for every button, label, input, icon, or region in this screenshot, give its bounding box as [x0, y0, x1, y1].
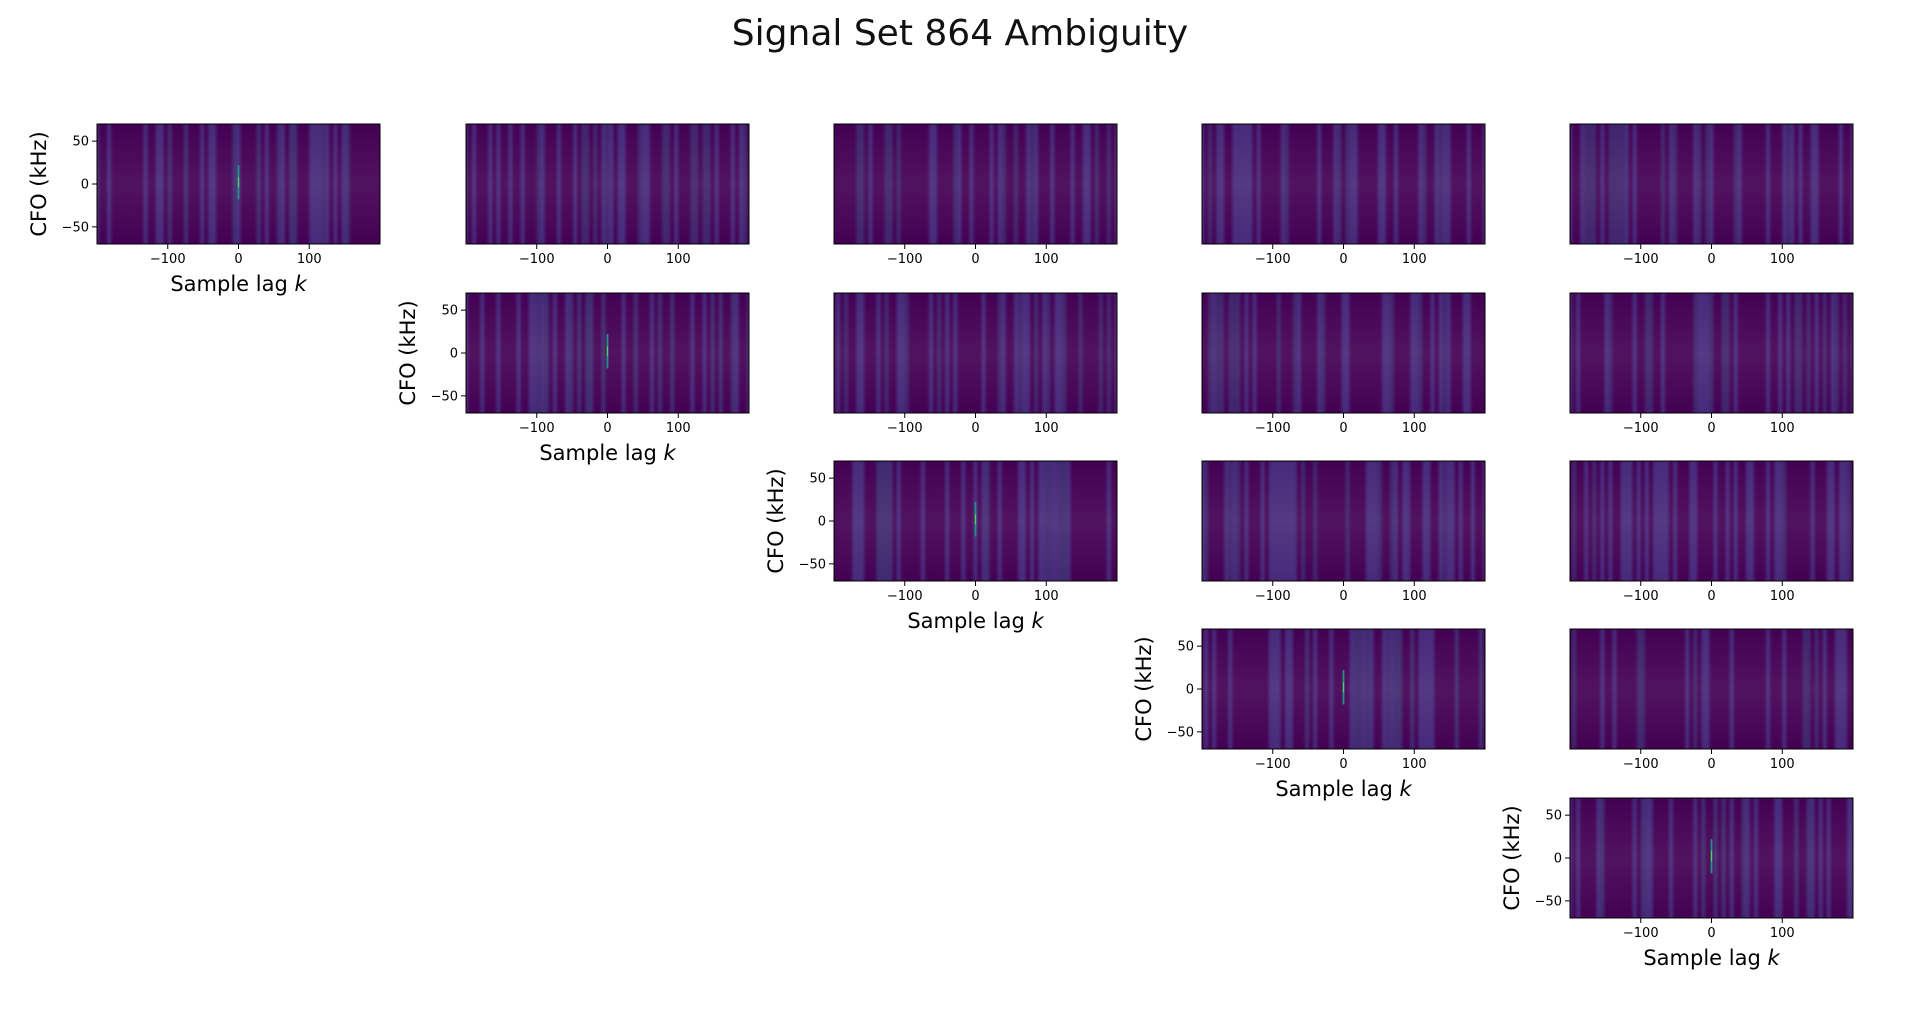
- x-tick-label: −100: [1255, 421, 1291, 436]
- x-tick-label: 100: [1034, 252, 1059, 267]
- panel-r1-c4: −100 0 100: [1569, 292, 1854, 436]
- x-tick-label: −100: [1255, 757, 1291, 772]
- panel-r1-c1: −100 0 100 50 0 −50 Sample lag k CFO (kHz): [396, 292, 750, 465]
- x-tick-label: −100: [887, 421, 923, 436]
- y-tick-label: −50: [1535, 894, 1562, 909]
- x-tick-label: 100: [1402, 252, 1427, 267]
- x-tick-label: −100: [1623, 589, 1659, 604]
- y-tick-label: 50: [441, 304, 458, 319]
- x-axis-label: Sample lag k: [539, 441, 676, 465]
- x-tick-label: 0: [1339, 421, 1347, 436]
- heatmap-haze: [1570, 293, 1853, 413]
- y-axis-label: CFO (kHz): [396, 300, 420, 405]
- y-axis-label: CFO (kHz): [1132, 636, 1156, 741]
- y-axis-label: CFO (kHz): [1500, 805, 1524, 910]
- heatmap-haze: [1202, 293, 1485, 413]
- panel-r1-c2: −100 0 100: [833, 292, 1118, 436]
- x-tick-label: −100: [1623, 252, 1659, 267]
- x-tick-label: 100: [1034, 421, 1059, 436]
- panel-r0-c2: −100 0 100: [833, 123, 1118, 267]
- y-tick-label: 0: [1186, 683, 1194, 698]
- x-tick-label: 0: [1707, 589, 1715, 604]
- x-tick-label: −100: [887, 252, 923, 267]
- x-tick-label: 0: [971, 252, 979, 267]
- x-tick-label: 100: [666, 421, 691, 436]
- y-axis-label: CFO (kHz): [27, 131, 51, 236]
- x-tick-label: 0: [1339, 589, 1347, 604]
- x-tick-label: 0: [1707, 757, 1715, 772]
- x-tick-label: 0: [1707, 252, 1715, 267]
- x-tick-label: 0: [1707, 926, 1715, 941]
- x-tick-label: 100: [666, 252, 691, 267]
- panel-r0-c0: −100 0 100 50 0 −50 Sample lag k CFO (kHz): [27, 123, 381, 296]
- x-tick-label: 0: [1339, 757, 1347, 772]
- x-tick-label: 0: [1339, 252, 1347, 267]
- x-tick-label: −100: [1623, 757, 1659, 772]
- x-tick-label: 100: [1770, 757, 1795, 772]
- x-tick-label: −100: [887, 589, 923, 604]
- x-tick-label: 0: [1707, 421, 1715, 436]
- x-tick-label: 100: [1770, 926, 1795, 941]
- heatmap-haze: [1202, 461, 1485, 581]
- x-axis-label: Sample lag k: [1643, 946, 1780, 970]
- y-tick-label: 50: [72, 135, 89, 150]
- y-tick-label: −50: [1167, 725, 1194, 740]
- x-tick-label: 0: [603, 252, 611, 267]
- x-tick-label: 100: [1402, 589, 1427, 604]
- x-tick-label: −100: [1255, 589, 1291, 604]
- panel-r2-c4: −100 0 100: [1569, 460, 1854, 604]
- y-tick-label: −50: [431, 389, 458, 404]
- x-tick-label: 0: [603, 421, 611, 436]
- x-tick-label: 100: [1402, 421, 1427, 436]
- x-axis-label: Sample lag k: [907, 609, 1044, 633]
- x-tick-label: −100: [1623, 926, 1659, 941]
- figure-title: Signal Set 864 Ambiguity: [731, 13, 1189, 54]
- x-axis-label: Sample lag k: [170, 272, 307, 296]
- y-tick-label: 0: [818, 515, 826, 530]
- x-tick-label: 100: [1770, 421, 1795, 436]
- heatmap-haze: [1570, 124, 1853, 244]
- y-axis-label: CFO (kHz): [764, 468, 788, 573]
- panel-r2-c3: −100 0 100: [1201, 460, 1486, 604]
- x-tick-label: 100: [1402, 757, 1427, 772]
- x-tick-label: −100: [519, 421, 555, 436]
- heatmap-haze: [1202, 124, 1485, 244]
- x-tick-label: −100: [150, 252, 186, 267]
- heatmap-haze: [466, 124, 749, 244]
- x-tick-label: 100: [1770, 589, 1795, 604]
- y-tick-label: 0: [81, 178, 89, 193]
- panel-r0-c1: −100 0 100: [465, 123, 750, 267]
- x-tick-label: 0: [971, 589, 979, 604]
- x-tick-label: 0: [234, 252, 242, 267]
- x-tick-label: −100: [1255, 252, 1291, 267]
- panel-r4-c4: −100 0 100 50 0 −50 Sample lag k CFO (kHz): [1500, 797, 1854, 970]
- x-axis-label: Sample lag k: [1275, 777, 1412, 801]
- y-tick-label: 50: [1545, 809, 1562, 824]
- y-tick-label: −50: [799, 557, 826, 572]
- y-tick-label: 0: [450, 347, 458, 362]
- panel-r3-c3: −100 0 100 50 0 −50 Sample lag k CFO (kHz): [1132, 628, 1486, 801]
- x-tick-label: −100: [1623, 421, 1659, 436]
- y-tick-label: 50: [809, 472, 826, 487]
- panel-r0-c3: −100 0 100: [1201, 123, 1486, 267]
- y-tick-label: −50: [62, 220, 89, 235]
- panel-r2-c2: −100 0 100 50 0 −50 Sample lag k CFO (kHz): [764, 460, 1118, 633]
- y-tick-label: 50: [1177, 640, 1194, 655]
- heatmap-haze: [1570, 461, 1853, 581]
- x-tick-label: 100: [297, 252, 322, 267]
- heatmap-haze: [834, 124, 1117, 244]
- x-tick-label: 100: [1034, 589, 1059, 604]
- panel-r1-c3: −100 0 100: [1201, 292, 1486, 436]
- x-tick-label: 0: [971, 421, 979, 436]
- x-tick-label: −100: [519, 252, 555, 267]
- panel-r3-c4: −100 0 100: [1569, 628, 1854, 772]
- panel-r0-c4: −100 0 100: [1569, 123, 1854, 267]
- x-tick-label: 100: [1770, 252, 1795, 267]
- y-tick-label: 0: [1554, 852, 1562, 867]
- heatmap-haze: [834, 293, 1117, 413]
- heatmap-haze: [1570, 629, 1853, 749]
